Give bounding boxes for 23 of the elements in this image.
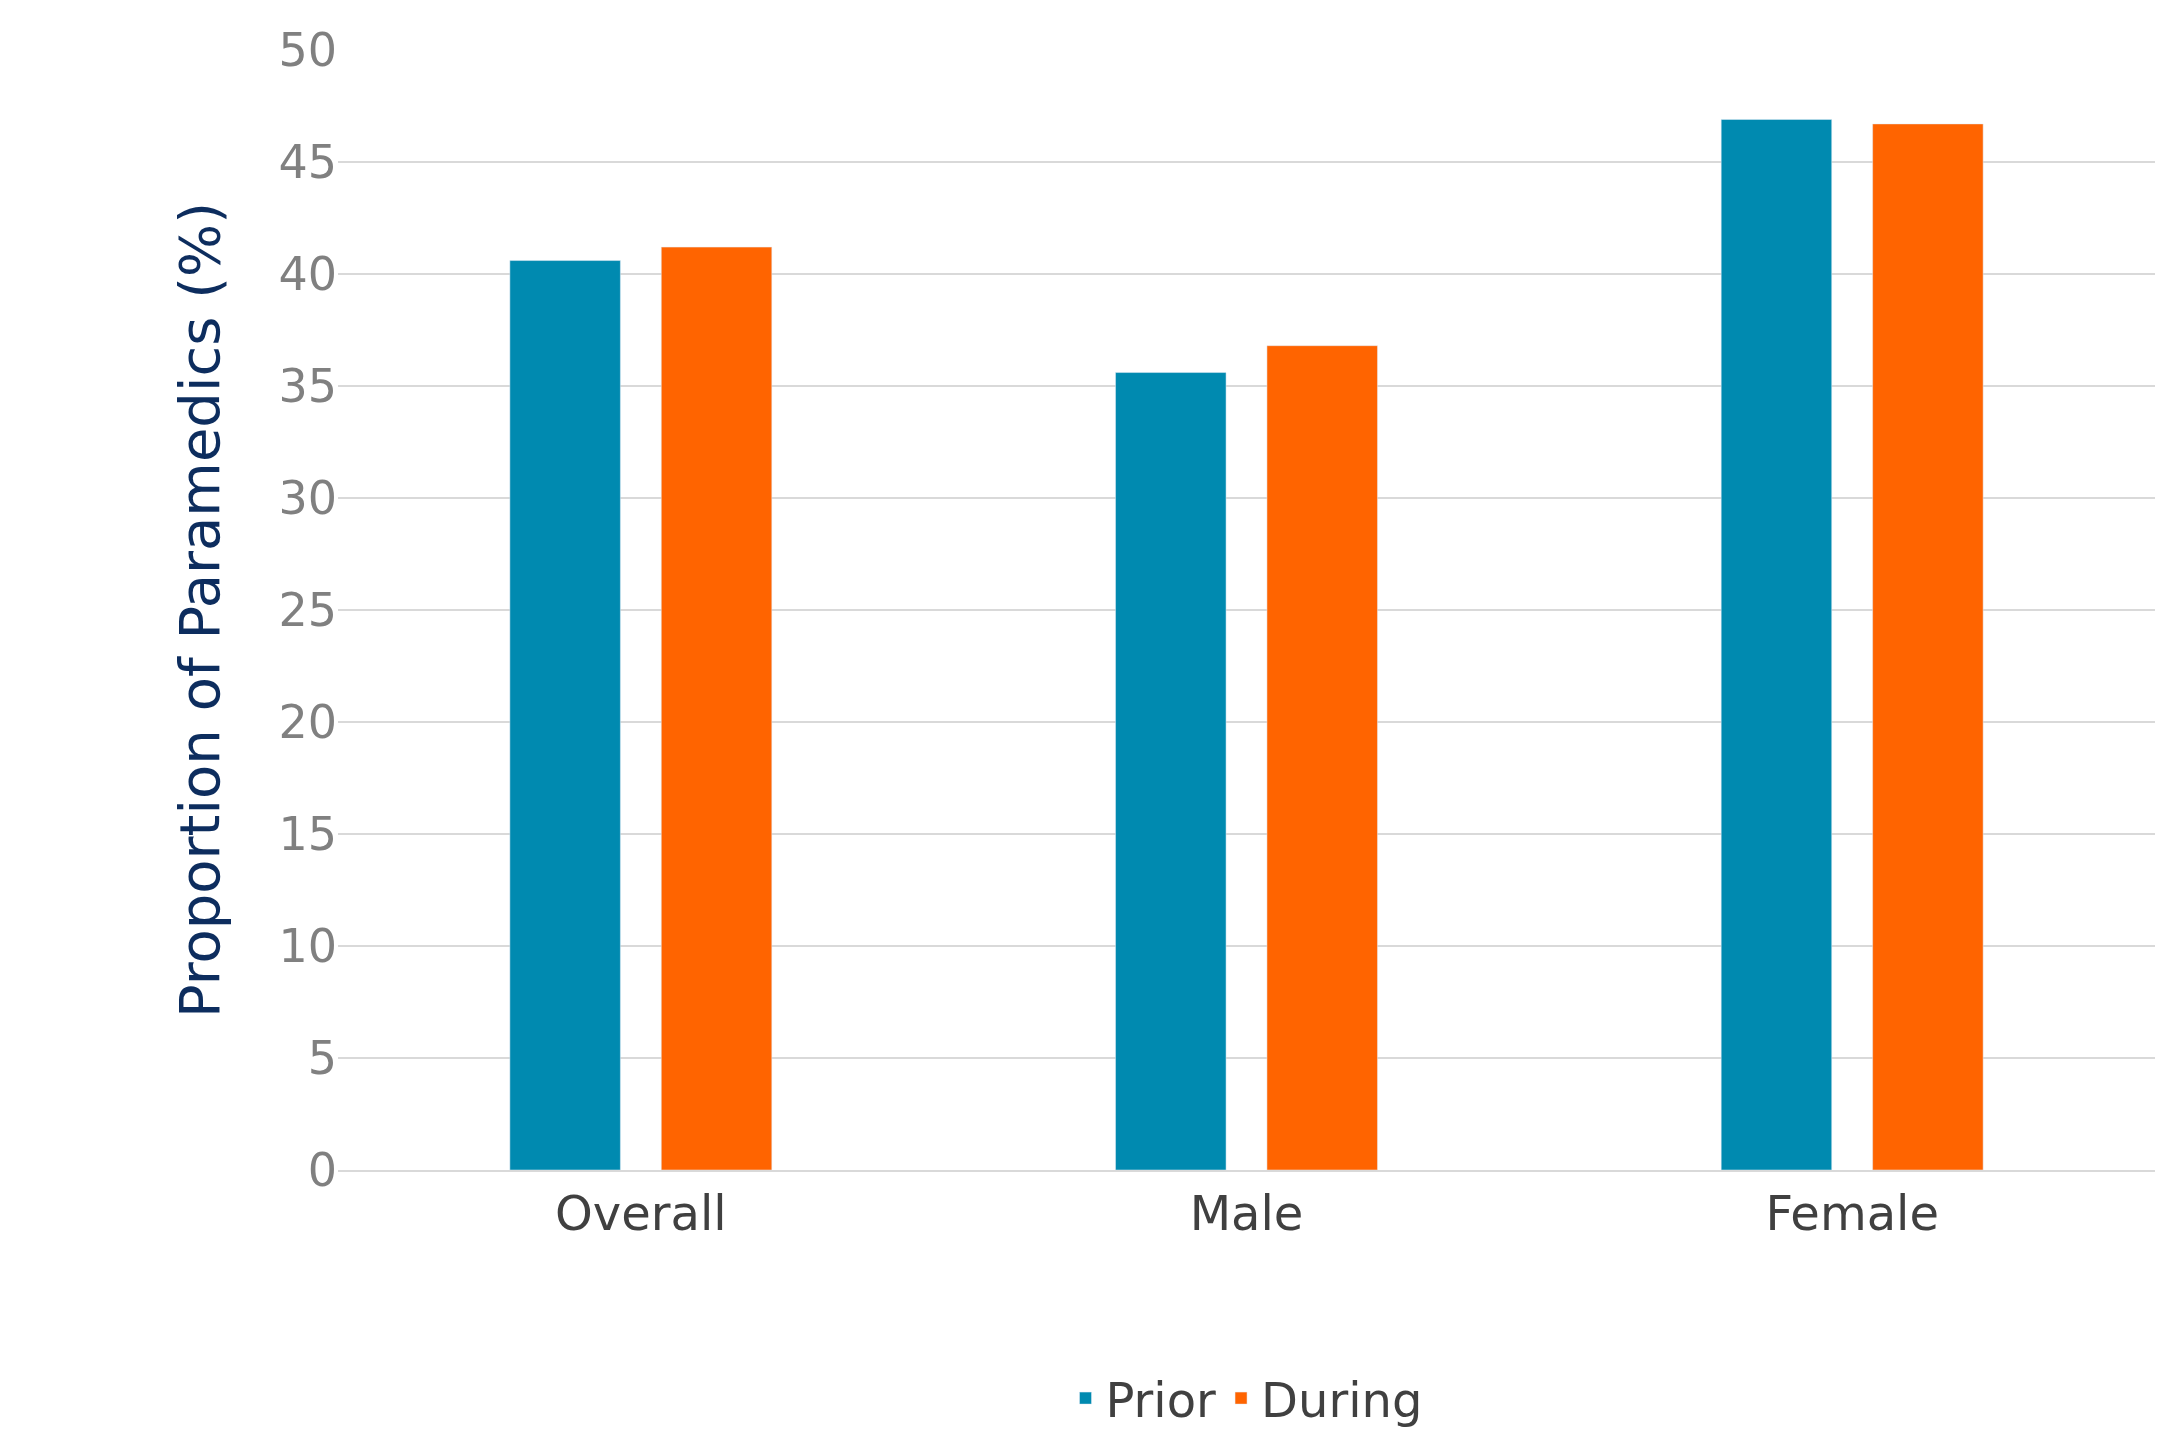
- legend-label: Prior: [1105, 1371, 1217, 1428]
- bar: [509, 260, 621, 1170]
- x-tick-label: Female: [1765, 1184, 1939, 1241]
- x-tick-label: Male: [1189, 1184, 1304, 1241]
- bar: [661, 246, 773, 1170]
- y-tick-label: 10: [278, 919, 337, 974]
- y-axis-title: Proportion of Paramedics (%): [167, 201, 233, 1019]
- bar: [1115, 372, 1227, 1170]
- y-tick-label: 50: [278, 23, 337, 78]
- y-tick-label: 35: [278, 359, 337, 414]
- y-tick-label: 30: [278, 471, 337, 526]
- y-tick-label: 0: [307, 1143, 337, 1198]
- y-tick-label: 25: [278, 583, 337, 638]
- legend-label: During: [1261, 1371, 1423, 1428]
- bar: [1720, 119, 1832, 1170]
- y-tick-label: 45: [278, 135, 337, 190]
- y-tick-label: 20: [278, 695, 337, 750]
- y-tick-label: 5: [307, 1031, 337, 1086]
- bar: [1266, 345, 1378, 1170]
- y-tick-label: 15: [278, 807, 337, 862]
- bar: [1872, 123, 1984, 1170]
- y-tick-label: 40: [278, 247, 337, 302]
- x-tick-label: Overall: [555, 1184, 727, 1241]
